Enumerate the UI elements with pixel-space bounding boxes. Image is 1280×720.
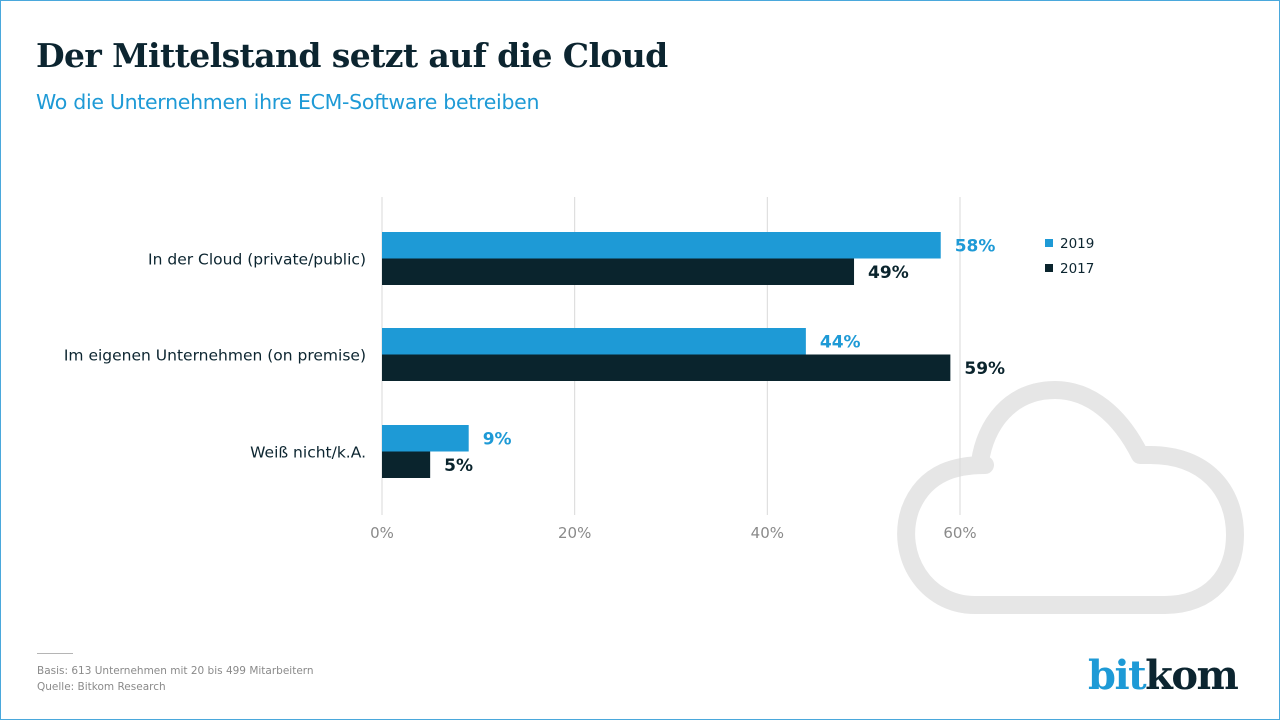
legend-label-2019: 2019: [1060, 236, 1094, 252]
logo-part-kom: kom: [1145, 652, 1239, 699]
bitkom-logo: bitkom: [1088, 652, 1239, 700]
value-label-2017: 49%: [868, 263, 909, 283]
bar-2017: [382, 354, 951, 381]
bar-2017: [382, 258, 855, 285]
bar-2019: [382, 425, 469, 452]
x-tick-label: 0%: [370, 524, 394, 542]
bar-2019: [382, 328, 806, 355]
bar-2017: [382, 451, 431, 478]
x-tick-label: 40%: [751, 524, 784, 542]
category-label: In der Cloud (private/public): [148, 251, 366, 269]
legend-label-2017: 2017: [1060, 261, 1094, 277]
bar-2019: [382, 232, 941, 259]
value-label-2017: 5%: [444, 456, 473, 476]
chart-title: Der Mittelstand setzt auf die Cloud: [36, 36, 668, 75]
cloud-icon: [897, 381, 1244, 614]
category-label: Im eigenen Unternehmen (on premise): [64, 347, 366, 365]
chart-footnote: Basis: 613 Unternehmen mit 20 bis 499 Mi…: [37, 663, 314, 695]
legend-swatch-2017: [1045, 264, 1053, 272]
x-tick-label: 20%: [558, 524, 591, 542]
footer-divider: [37, 653, 73, 654]
value-label-2019: 9%: [483, 429, 512, 449]
x-tick-label: 60%: [943, 524, 976, 542]
value-label-2017: 59%: [964, 359, 1005, 379]
source-note: Quelle: Bitkom Research: [37, 681, 166, 693]
value-label-2019: 44%: [820, 332, 861, 352]
basis-note: Basis: 613 Unternehmen mit 20 bis 499 Mi…: [37, 665, 314, 677]
logo-part-bit: bit: [1088, 652, 1147, 699]
value-label-2019: 58%: [955, 236, 996, 256]
legend-swatch-2019: [1045, 239, 1053, 247]
chart-subtitle: Wo die Unternehmen ihre ECM-Software bet…: [36, 90, 540, 114]
category-label: Weiß nicht/k.A.: [250, 444, 366, 462]
